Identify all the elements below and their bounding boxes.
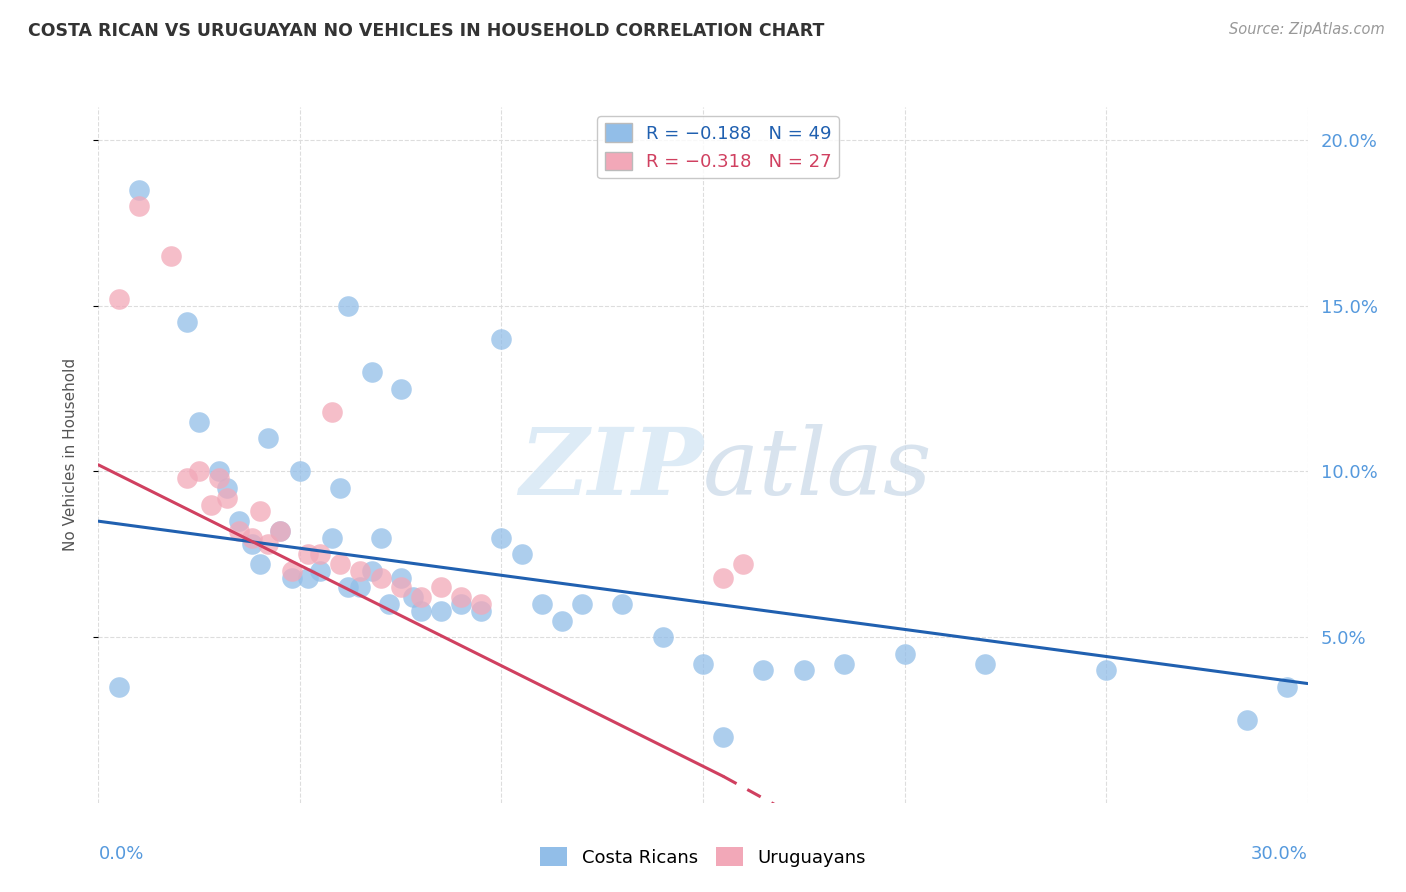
Point xyxy=(651,630,673,644)
Point xyxy=(217,491,239,505)
Point xyxy=(297,570,319,584)
Point xyxy=(321,405,343,419)
Point xyxy=(188,465,211,479)
Point xyxy=(337,299,360,313)
Point xyxy=(240,531,263,545)
Text: Source: ZipAtlas.com: Source: ZipAtlas.com xyxy=(1229,22,1385,37)
Point xyxy=(107,292,129,306)
Point xyxy=(510,547,533,561)
Point xyxy=(430,604,453,618)
Point xyxy=(128,183,150,197)
Point xyxy=(256,537,278,551)
Point xyxy=(176,315,198,329)
Point xyxy=(793,663,815,677)
Point xyxy=(269,524,291,538)
Point xyxy=(1095,663,1118,677)
Point xyxy=(281,564,304,578)
Point xyxy=(228,524,250,538)
Point xyxy=(974,657,997,671)
Point xyxy=(832,657,855,671)
Point xyxy=(551,614,574,628)
Point xyxy=(249,504,271,518)
Point xyxy=(297,547,319,561)
Point xyxy=(1277,680,1299,694)
Point xyxy=(249,558,271,572)
Point xyxy=(491,531,513,545)
Point xyxy=(361,365,384,379)
Point xyxy=(711,570,734,584)
Point xyxy=(176,471,198,485)
Y-axis label: No Vehicles in Household: No Vehicles in Household xyxy=(63,359,77,551)
Point xyxy=(321,531,343,545)
Point xyxy=(269,524,291,538)
Point xyxy=(389,570,412,584)
Point xyxy=(349,564,371,578)
Point xyxy=(329,558,352,572)
Point xyxy=(389,382,412,396)
Point xyxy=(107,680,129,694)
Point xyxy=(309,547,332,561)
Point xyxy=(240,537,263,551)
Point xyxy=(530,597,553,611)
Point xyxy=(430,581,453,595)
Point xyxy=(450,591,472,605)
Point xyxy=(470,604,492,618)
Point xyxy=(329,481,352,495)
Point xyxy=(409,591,432,605)
Point xyxy=(893,647,915,661)
Text: 30.0%: 30.0% xyxy=(1251,845,1308,863)
Point xyxy=(491,332,513,346)
Point xyxy=(402,591,425,605)
Point xyxy=(256,431,278,445)
Text: 0.0%: 0.0% xyxy=(98,845,143,863)
Point xyxy=(208,471,231,485)
Legend: R = −0.188   N = 49, R = −0.318   N = 27: R = −0.188 N = 49, R = −0.318 N = 27 xyxy=(598,116,839,178)
Point xyxy=(692,657,714,671)
Point xyxy=(612,597,634,611)
Text: ZIP: ZIP xyxy=(519,424,703,514)
Point xyxy=(337,581,360,595)
Text: COSTA RICAN VS URUGUAYAN NO VEHICLES IN HOUSEHOLD CORRELATION CHART: COSTA RICAN VS URUGUAYAN NO VEHICLES IN … xyxy=(28,22,824,40)
Point xyxy=(349,581,371,595)
Point xyxy=(389,581,412,595)
Point xyxy=(711,730,734,744)
Point xyxy=(470,597,492,611)
Text: atlas: atlas xyxy=(703,424,932,514)
Point xyxy=(228,514,250,528)
Point xyxy=(309,564,332,578)
Point xyxy=(128,199,150,213)
Point xyxy=(288,465,311,479)
Point xyxy=(752,663,775,677)
Point xyxy=(370,570,392,584)
Point xyxy=(200,498,222,512)
Point xyxy=(1236,713,1258,727)
Point xyxy=(160,249,183,263)
Point xyxy=(571,597,593,611)
Point xyxy=(361,564,384,578)
Point xyxy=(188,415,211,429)
Point xyxy=(377,597,399,611)
Point xyxy=(217,481,239,495)
Point xyxy=(208,465,231,479)
Point xyxy=(281,570,304,584)
Point xyxy=(450,597,472,611)
Point xyxy=(733,558,755,572)
Point xyxy=(409,604,432,618)
Point xyxy=(370,531,392,545)
